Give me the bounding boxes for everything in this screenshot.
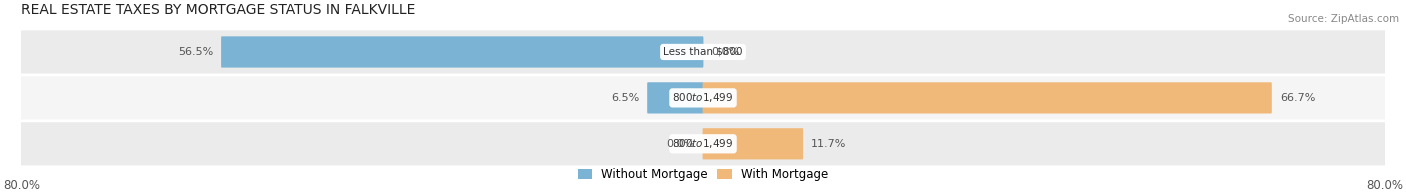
Text: Less than $800: Less than $800 [664,47,742,57]
Text: $800 to $1,499: $800 to $1,499 [672,91,734,104]
FancyBboxPatch shape [13,122,1393,165]
FancyBboxPatch shape [221,36,703,68]
Text: $800 to $1,499: $800 to $1,499 [672,137,734,150]
Text: 0.0%: 0.0% [711,47,740,57]
FancyBboxPatch shape [13,30,1393,74]
Text: REAL ESTATE TAXES BY MORTGAGE STATUS IN FALKVILLE: REAL ESTATE TAXES BY MORTGAGE STATUS IN … [21,3,416,17]
Text: 6.5%: 6.5% [610,93,640,103]
Legend: Without Mortgage, With Mortgage: Without Mortgage, With Mortgage [574,163,832,186]
Text: Source: ZipAtlas.com: Source: ZipAtlas.com [1288,14,1399,24]
FancyBboxPatch shape [647,82,703,113]
FancyBboxPatch shape [703,128,803,160]
Text: 56.5%: 56.5% [177,47,214,57]
Text: 0.0%: 0.0% [666,139,695,149]
Text: 66.7%: 66.7% [1279,93,1315,103]
FancyBboxPatch shape [703,82,1272,113]
Text: 11.7%: 11.7% [811,139,846,149]
FancyBboxPatch shape [13,76,1393,120]
